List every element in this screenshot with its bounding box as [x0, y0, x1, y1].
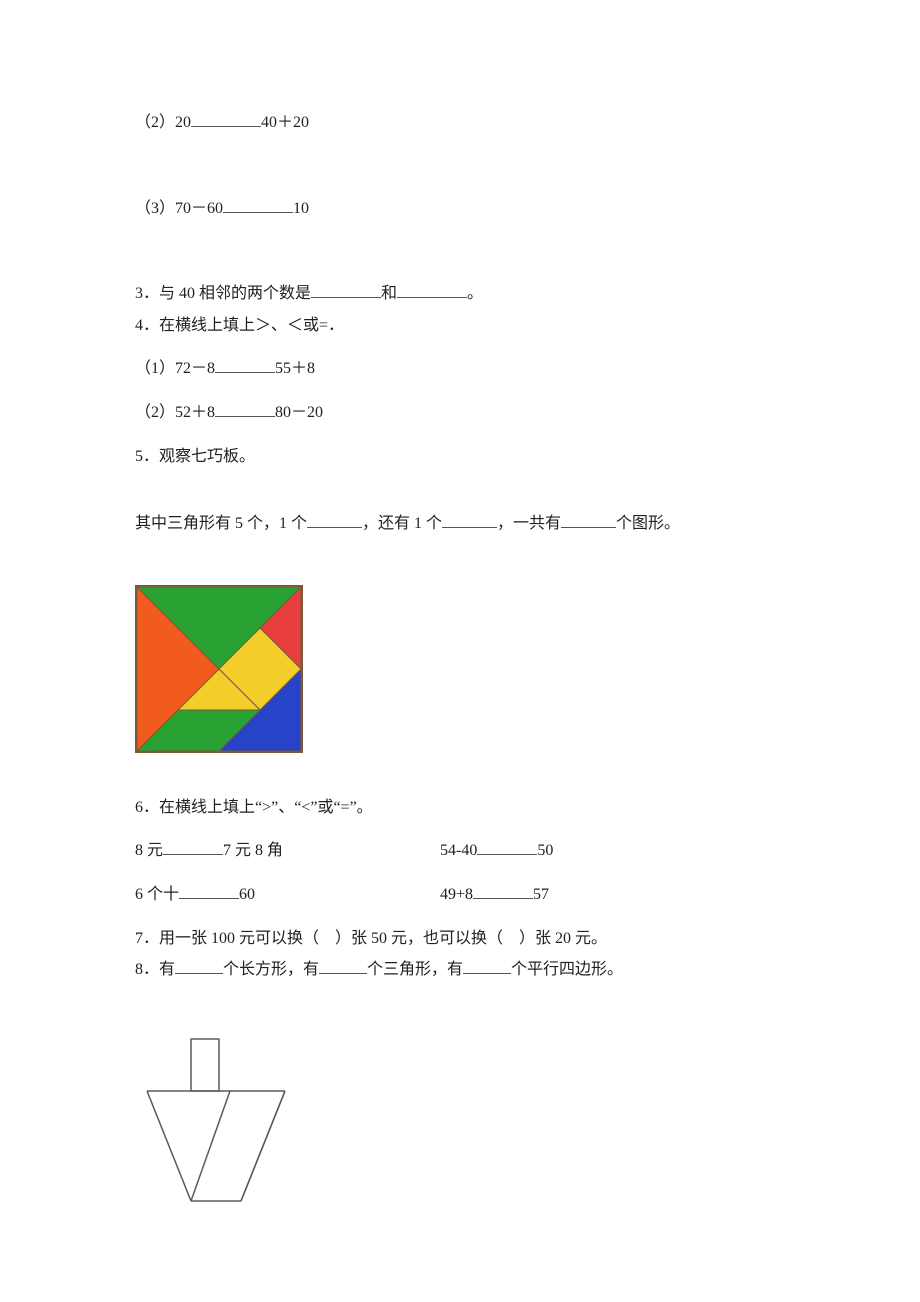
shapes-figure [135, 1031, 315, 1221]
q6-r2a-blank [179, 884, 239, 899]
q6-r1b-r: 50 [537, 842, 553, 859]
q4-b: （2）52＋8 80－20 [135, 400, 790, 426]
q2-2-right: 40＋20 [261, 114, 309, 131]
q2-2: （2）20 40＋20 [135, 110, 790, 136]
q3-blank2 [397, 283, 467, 298]
tangram-figure [135, 585, 303, 753]
q4-a-left: （1）72－8 [135, 360, 215, 377]
q5-tail2: 个图形。 [616, 515, 680, 532]
q5-line: 其中三角形有 5 个，1 个 ，还有 1 个 ，一共有 个图形。 [135, 511, 790, 537]
q2-2-left: （2）20 [135, 114, 191, 131]
q5-blank1 [307, 513, 362, 528]
q6-r1b-l: 54-40 [440, 842, 477, 859]
q4-b-left: （2）52＋8 [135, 404, 215, 421]
q8: 8．有 个长方形，有 个三角形，有 个平行四边形。 [135, 957, 790, 983]
q2-2-blank [191, 112, 261, 127]
q4-b-blank [215, 402, 275, 417]
q3-blank1 [311, 283, 381, 298]
q3: 3．与 40 相邻的两个数是 和 。 [135, 281, 790, 307]
q4-a: （1）72－8 55＋8 [135, 356, 790, 382]
q6-r1a-r: 7 元 8 角 [223, 842, 283, 859]
q6-r1b-blank [477, 840, 537, 855]
q2-3-right: 10 [293, 200, 309, 217]
q4-b-right: 80－20 [275, 404, 323, 421]
q6-row2: 6 个十 60 49+8 57 [135, 882, 790, 908]
q5-title: 5．观察七巧板。 [135, 444, 790, 470]
q6-r1a-l: 8 元 [135, 842, 163, 859]
q7-a: 7．用一张 100 元可以换（ [135, 930, 319, 947]
q8-c: 个三角形，有 [367, 961, 463, 978]
q8-a: 8．有 [135, 961, 175, 978]
q8-blank1 [175, 959, 223, 974]
q6-row1: 8 元 7 元 8 角 54-40 50 [135, 838, 790, 864]
q6-r2b-l: 49+8 [440, 886, 473, 903]
q8-blank3 [463, 959, 511, 974]
q8-blank2 [319, 959, 367, 974]
q8-d: 个平行四边形。 [511, 961, 623, 978]
q7-b: ）张 50 元，也可以换（ [335, 930, 503, 947]
q8-b: 个长方形，有 [223, 961, 319, 978]
q6-r2a-r: 60 [239, 886, 255, 903]
q7-c: ）张 20 元。 [519, 930, 607, 947]
q3-mid: 和 [381, 285, 397, 302]
q5-a: 其中三角形有 5 个，1 个 [135, 515, 307, 532]
q7: 7．用一张 100 元可以换（ ）张 50 元，也可以换（ ）张 20 元。 [135, 926, 790, 952]
q2-3: （3）70－60 10 [135, 196, 790, 222]
q5-tail1: ，一共有 [497, 515, 561, 532]
q5-blank3 [561, 513, 616, 528]
q4-a-right: 55＋8 [275, 360, 315, 377]
q6-title: 6．在横线上填上“>”、“<”或“=”。 [135, 795, 790, 821]
q4-a-blank [215, 358, 275, 373]
q4-title: 4．在横线上填上＞、＜或=． [135, 313, 790, 339]
q6-r2b-r: 57 [533, 886, 549, 903]
q6-r2b-blank [473, 884, 533, 899]
q5-blank2 [442, 513, 497, 528]
q2-3-left: （3）70－60 [135, 200, 223, 217]
q6-r1a-blank [163, 840, 223, 855]
q3-prefix: 3．与 40 相邻的两个数是 [135, 285, 311, 302]
worksheet-page: （2）20 40＋20 （3）70－60 10 3．与 40 相邻的两个数是 和 。 4… [0, 0, 920, 1302]
q5-mid: ，还有 1 个 [362, 515, 442, 532]
q3-suffix: 。 [467, 285, 483, 302]
q2-3-blank [223, 197, 293, 212]
q6-r2a-l: 6 个十 [135, 886, 179, 903]
